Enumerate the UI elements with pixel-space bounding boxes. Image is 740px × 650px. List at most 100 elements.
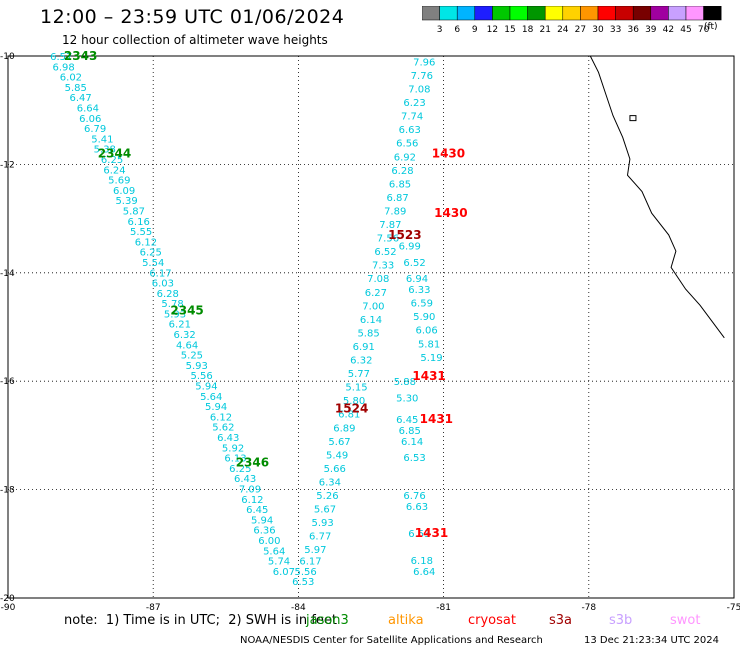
wave-height-label: 6.53 xyxy=(408,529,430,540)
wave-height-label: 6.79 xyxy=(84,124,106,135)
wave-height-label: 6.77 xyxy=(309,532,331,543)
coastline xyxy=(589,55,725,339)
wave-height-label: 5.62 xyxy=(212,423,234,434)
wave-height-label: 6.27 xyxy=(365,288,387,299)
wave-height-label: 5.92 xyxy=(222,443,244,454)
legend-tick-label: 45 xyxy=(680,25,691,35)
wave-height-label: 6.25 xyxy=(101,155,123,166)
legend-satellite-s3b: s3b xyxy=(609,613,633,628)
wave-height-label: 6.23 xyxy=(403,98,425,109)
wave-height-label: 6.21 xyxy=(169,320,191,331)
wave-height-label: 6.52 xyxy=(374,247,396,258)
wave-height-label: 6.32 xyxy=(350,356,372,367)
wave-height-label: 6.09 xyxy=(113,186,135,197)
pass-time-label: 1431 xyxy=(415,526,448,540)
wave-height-label: 6.12 xyxy=(135,237,157,248)
wave-height-label: 6.25 xyxy=(229,464,251,475)
wave-height-label: 6.52 xyxy=(403,258,425,269)
wave-height-label: 6.12 xyxy=(241,495,263,506)
wave-height-label: 5.85 xyxy=(357,328,379,339)
wave-height-label: 7.08 xyxy=(367,274,389,285)
wave-height-label: 6.14 xyxy=(360,315,382,326)
pass-time-label: 1430 xyxy=(434,206,467,220)
y-tick-label: -16 xyxy=(0,377,15,387)
pass-time-label: 2343 xyxy=(64,49,97,63)
wave-height-label: 6.56 xyxy=(396,139,418,150)
wave-height-label: 6.47 xyxy=(69,93,91,104)
wave-height-label: 6.85 xyxy=(389,179,411,190)
wave-height-label: 5.97 xyxy=(304,545,326,556)
wave-height-label: 7.00 xyxy=(362,301,384,312)
wave-height-label: 6.17 xyxy=(299,557,321,568)
pass-time-label: 1431 xyxy=(412,369,445,383)
wave-height-label: 5.77 xyxy=(348,369,370,380)
wave-height-label: 6.92 xyxy=(394,152,416,163)
footer-note: note: 1) Time is in UTC; 2) SWH is in fe… xyxy=(64,613,337,628)
wave-height-label: 6.32 xyxy=(174,330,196,341)
wave-height-label: 6.89 xyxy=(333,423,355,434)
wave-height-label: 6.45 xyxy=(246,505,268,516)
legend-tick-label: 33 xyxy=(610,25,621,35)
footer-date: 13 Dec 21:23:34 UTC 2024 xyxy=(584,635,719,646)
legend-tick-label: 30 xyxy=(592,25,604,35)
legend-tick-label: 36 xyxy=(627,25,639,35)
pass-time-label: 2345 xyxy=(170,304,203,318)
wave-height-label: 5.94 xyxy=(251,515,273,526)
wave-height-label: 5.67 xyxy=(314,505,336,516)
footer-credit: NOAA/NESDIS Center for Satellite Applica… xyxy=(240,635,543,646)
chart-title: 12:00 – 23:59 UTC 01/06/2024 xyxy=(40,6,345,28)
legend-satellite-cryosat: cryosat xyxy=(468,613,516,628)
wave-height-label: 5.15 xyxy=(345,383,367,394)
wave-height-label: 6.87 xyxy=(386,193,408,204)
wave-height-label: 5.69 xyxy=(108,176,130,187)
legend-swatch xyxy=(703,6,722,21)
wave-height-label: 6.36 xyxy=(253,526,275,537)
wave-height-label: 5.64 xyxy=(200,392,222,403)
wave-height-label: 4.64 xyxy=(176,340,198,351)
wave-height-label: 5.78 xyxy=(161,299,183,310)
wave-height-label: 6.18 xyxy=(411,556,433,567)
wave-height-label: 5.93 xyxy=(164,309,186,320)
wave-height-label: 5.67 xyxy=(328,437,350,448)
color-legend: 3 6 9 12 15 18 21 24 27 30 33 36 39 42 45 70 xyxy=(422,6,722,35)
legend-tick-label: 70 xyxy=(698,25,710,35)
wave-height-label: 6.02 xyxy=(60,73,82,84)
wave-height-label: 6.57 xyxy=(50,52,72,63)
wave-height-label: 5.55 xyxy=(130,227,152,238)
wave-height-label: 7.89 xyxy=(384,206,406,217)
legend-tick-label: 42 xyxy=(663,25,674,35)
wave-height-label: 5.38 xyxy=(94,145,116,156)
wave-height-label: 6.64 xyxy=(413,567,435,578)
wave-height-label: 6.85 xyxy=(399,426,421,437)
wave-height-label: 7.33 xyxy=(372,261,394,272)
legend-satellite-s3a: s3a xyxy=(549,613,573,628)
wave-height-label: 6.28 xyxy=(157,289,179,300)
wave-height-label: 6.64 xyxy=(77,103,99,114)
wave-height-label: 5.26 xyxy=(316,491,338,502)
wave-height-label: 5.41 xyxy=(91,134,113,145)
y-tick-label: -18 xyxy=(0,486,15,496)
wave-height-label: 5.88 xyxy=(394,377,416,388)
wave-height-label: 6.98 xyxy=(53,62,75,73)
wave-height-label: 5.90 xyxy=(413,312,435,323)
wave-height-label: 6.45 xyxy=(396,415,418,426)
wave-height-label: 5.56 xyxy=(295,567,317,578)
y-tick-label: -12 xyxy=(0,160,15,170)
legend-satellite-altika: altika xyxy=(388,613,424,628)
wave-height-label: 6.06 xyxy=(79,114,101,125)
wave-height-label: 6.63 xyxy=(399,125,421,136)
legend-unit: (ft) xyxy=(704,22,718,32)
x-tick-label: -90 xyxy=(1,603,16,613)
wave-height-label: 6.13 xyxy=(224,454,246,465)
x-tick-label: -84 xyxy=(291,603,306,613)
chart-subtitle: 12 hour collection of altimeter wave hei… xyxy=(62,33,328,47)
wave-height-label: 6.25 xyxy=(140,248,162,259)
legend-tick-label: 18 xyxy=(522,25,534,35)
wave-height-label: 5.81 xyxy=(418,339,440,350)
wave-height-label: 5.56 xyxy=(190,371,212,382)
y-tick-label: -10 xyxy=(0,52,15,62)
wave-height-label: 6.16 xyxy=(128,217,150,228)
wave-height-label: 6.00 xyxy=(258,536,280,547)
legend-tick-label: 9 xyxy=(472,25,478,35)
x-tick-label: -78 xyxy=(581,603,596,613)
